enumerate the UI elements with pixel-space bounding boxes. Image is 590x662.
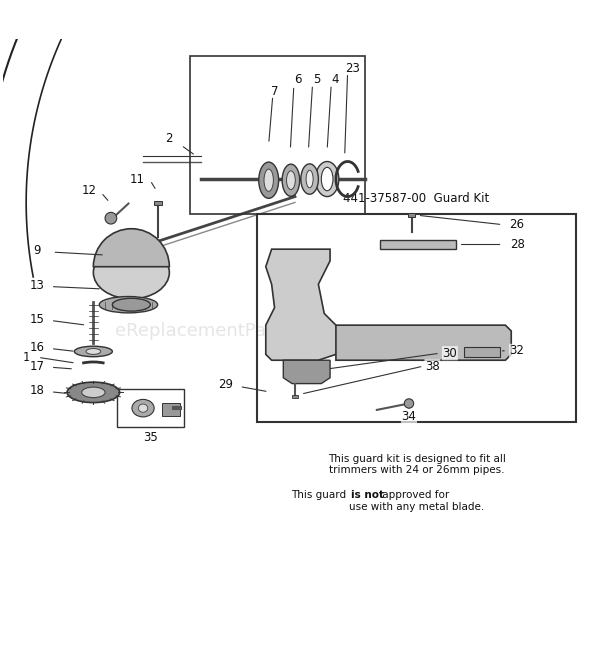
Text: is not: is not xyxy=(350,490,384,500)
Text: 18: 18 xyxy=(30,384,44,397)
Text: 34: 34 xyxy=(402,410,417,424)
Text: 16: 16 xyxy=(29,341,44,354)
Text: This guard: This guard xyxy=(291,490,349,500)
Ellipse shape xyxy=(74,346,112,357)
Ellipse shape xyxy=(112,299,150,311)
Ellipse shape xyxy=(86,348,101,354)
Polygon shape xyxy=(336,325,512,360)
Text: 32: 32 xyxy=(510,344,525,357)
Text: 15: 15 xyxy=(30,313,44,326)
Wedge shape xyxy=(93,229,169,267)
Circle shape xyxy=(404,399,414,408)
Ellipse shape xyxy=(306,170,313,188)
Text: 38: 38 xyxy=(425,359,440,373)
Ellipse shape xyxy=(264,169,273,191)
Bar xyxy=(292,395,298,399)
Text: 13: 13 xyxy=(30,279,44,292)
Text: 7: 7 xyxy=(271,85,278,98)
Ellipse shape xyxy=(139,404,148,412)
Ellipse shape xyxy=(301,164,319,194)
Text: 35: 35 xyxy=(143,431,158,444)
Bar xyxy=(190,56,365,214)
Text: 28: 28 xyxy=(510,238,525,251)
Bar xyxy=(408,213,415,217)
Bar xyxy=(162,403,180,416)
Text: use with any metal blade.: use with any metal blade. xyxy=(349,502,484,512)
Text: 17: 17 xyxy=(29,359,44,373)
Text: 1: 1 xyxy=(22,351,30,364)
Text: 11: 11 xyxy=(130,173,145,185)
Ellipse shape xyxy=(93,246,169,299)
Ellipse shape xyxy=(132,399,154,417)
Text: 4: 4 xyxy=(331,73,339,86)
Text: 29: 29 xyxy=(218,378,234,391)
Circle shape xyxy=(105,213,117,224)
Text: This guard kit is designed to fit all
trimmers with 24 or 26mm pipes.: This guard kit is designed to fit all tr… xyxy=(327,453,506,475)
Polygon shape xyxy=(283,360,330,383)
Polygon shape xyxy=(266,249,342,360)
Text: 5: 5 xyxy=(313,73,320,86)
Ellipse shape xyxy=(259,162,278,199)
Text: 6: 6 xyxy=(294,73,301,86)
Bar xyxy=(257,214,575,422)
Text: eReplacementParts.com: eReplacementParts.com xyxy=(116,322,335,340)
Text: 441-37587-00  Guard Kit: 441-37587-00 Guard Kit xyxy=(343,193,490,205)
Text: 23: 23 xyxy=(345,62,360,75)
Ellipse shape xyxy=(67,382,120,402)
Ellipse shape xyxy=(287,171,295,189)
Ellipse shape xyxy=(316,162,339,197)
Bar xyxy=(117,389,184,428)
Ellipse shape xyxy=(81,387,105,398)
Text: 2: 2 xyxy=(166,132,173,144)
Ellipse shape xyxy=(322,167,333,191)
Text: approved for: approved for xyxy=(379,490,450,500)
Ellipse shape xyxy=(282,164,300,197)
Text: 9: 9 xyxy=(33,244,41,257)
Text: 30: 30 xyxy=(442,347,457,359)
Text: 26: 26 xyxy=(510,218,525,231)
Polygon shape xyxy=(380,240,455,249)
Bar xyxy=(153,201,162,205)
Bar xyxy=(464,347,500,357)
Text: 12: 12 xyxy=(82,184,97,197)
Ellipse shape xyxy=(99,297,158,313)
